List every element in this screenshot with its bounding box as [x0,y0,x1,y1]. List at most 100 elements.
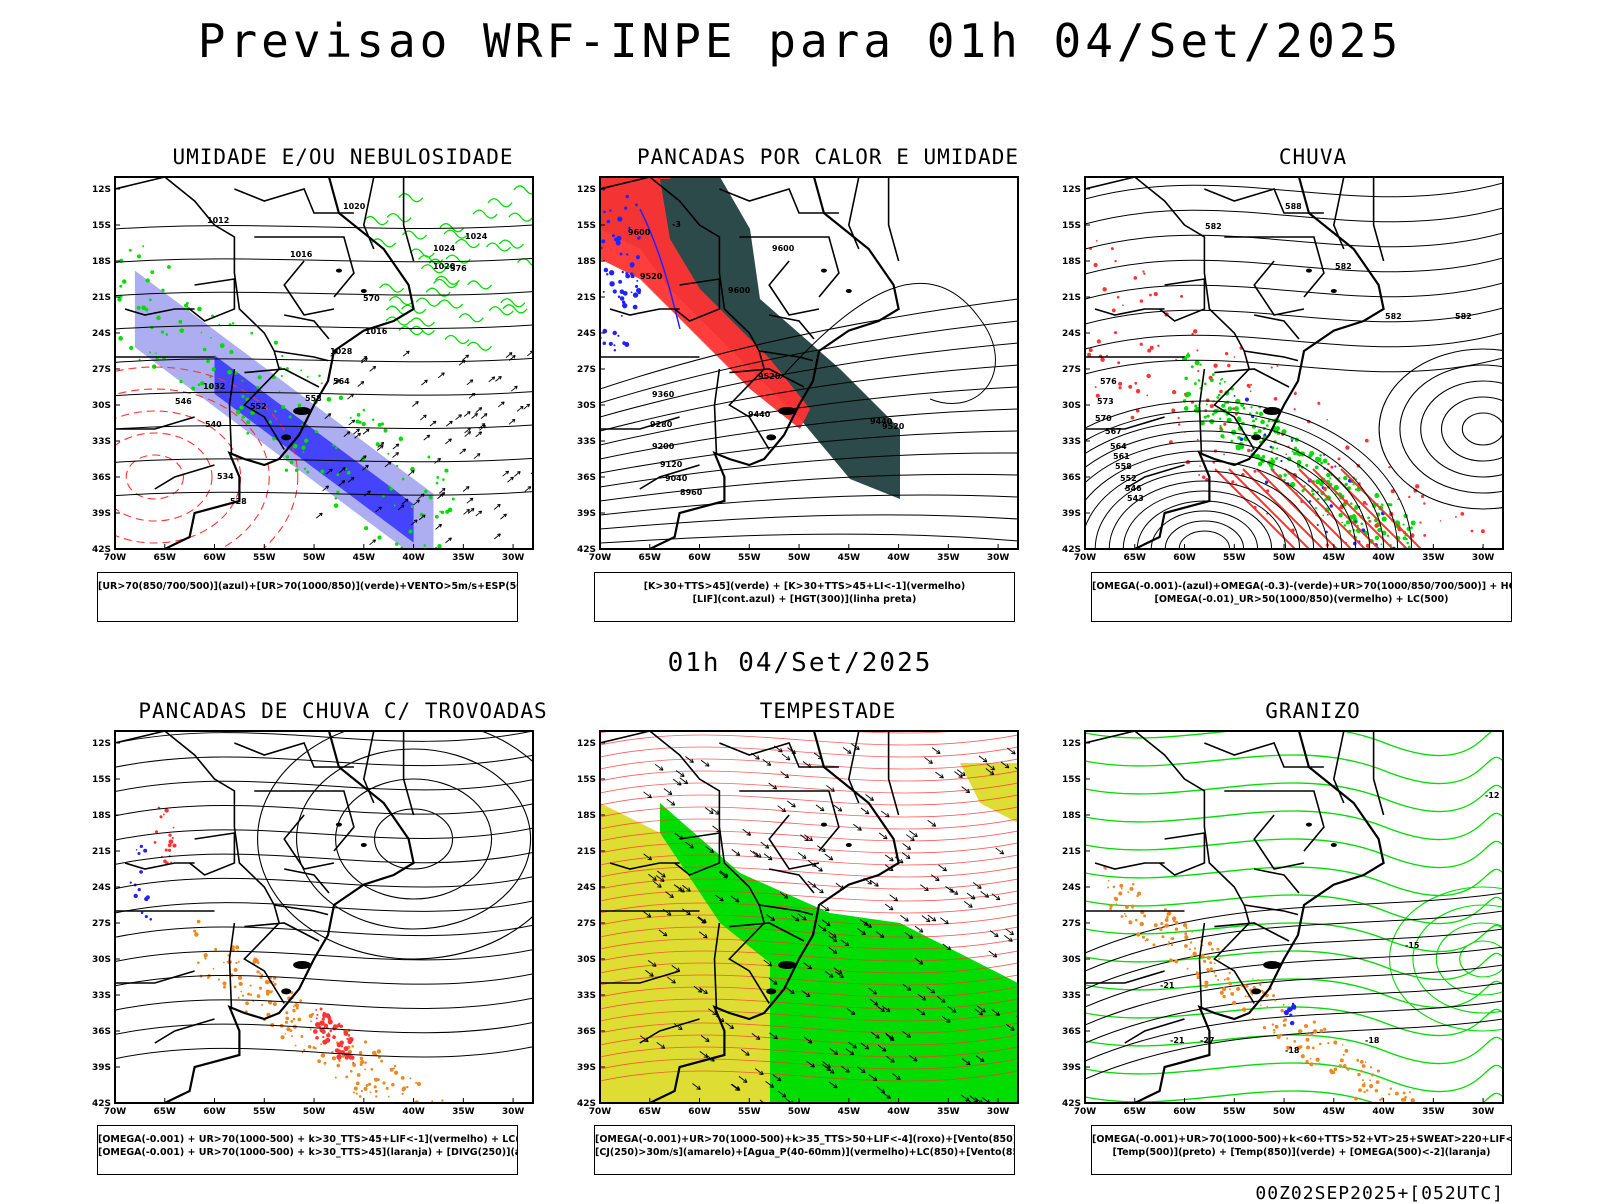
map-canvas: -21 -18 -18 -21 -27 -15 -12 12S 15S 18S 21S 24S 27S 3… [1062,730,1504,1117]
lat-tick-label: 39S [1062,1063,1081,1073]
lon-tick-label: 60W [1173,1107,1196,1117]
lat-tick-label: 24S [92,883,111,893]
lon-tick-label: 45W [838,553,861,563]
contour-label: 546 [175,397,192,406]
contour-label: 570 [363,294,380,303]
legend-line: [UR>70(850/700/500)](azul)+[UR>70(1000/8… [98,581,517,592]
lat-tick-label: 27S [92,365,111,375]
lat-tick-label: 15S [1062,221,1081,231]
lat-tick-label: 15S [92,221,111,231]
contour-label: 9200 [652,442,675,451]
lat-tick-label: 18S [577,811,596,821]
lon-tick-label: 40W [402,1107,425,1117]
lon-tick-label: 70W [104,1107,127,1117]
lat-tick-label: 36S [1062,1027,1081,1037]
lon-tick-label: 40W [402,553,425,563]
lat-tick-label: 21S [92,847,111,857]
lat-tick-label: 27S [577,365,596,375]
contour-label: 534 [217,472,234,481]
contour-label: 8960 [680,488,703,497]
lon-tick-label: 55W [253,553,276,563]
contour-label: 573 [1097,397,1114,406]
contour-label: 1032 [203,382,225,391]
contour-label: 567 [1105,427,1122,436]
lon-tick-label: 35W [937,553,960,563]
lat-tick-label: 39S [577,509,596,519]
contour-label: 564 [333,377,350,386]
lon-tick-label: 30W [502,1107,525,1117]
legend-line: [K>30+TTS>45](verde) + [K>30+TTS>45+LI<-… [643,581,966,592]
lat-tick-label: 12S [92,185,111,195]
lon-tick-label: 50W [303,553,326,563]
contour-label: 558 [1115,462,1132,471]
lon-tick-label: 45W [1323,553,1346,563]
lat-tick-label: 33S [1062,437,1081,447]
lat-tick-label: 24S [577,883,596,893]
contour-label: -12 [1485,791,1499,800]
lon-tick-label: 30W [502,553,525,563]
lat-tick-label: 27S [1062,365,1081,375]
lat-tick-label: 18S [92,257,111,267]
legend-granizo: [OMEGA(-0.001)+UR>70(1000-500)+k<60+TTS>… [1091,1125,1512,1175]
lat-tick-label: 36S [577,1027,596,1037]
lon-tick-label: 35W [937,1107,960,1117]
lon-tick-label: 60W [688,1107,711,1117]
lon-tick-label: 40W [1372,1107,1395,1117]
panel-title: UMIDADE E/OU NEBULOSIDADE [172,145,514,169]
lon-tick-label: 65W [1124,553,1147,563]
lat-tick-label: 18S [1062,257,1081,267]
contour-label: 576 [1100,377,1117,386]
contour-label: 9440 [748,410,771,419]
lon-tick-label: 65W [154,1107,177,1117]
lat-tick-label: 15S [577,221,596,231]
lon-tick-label: 55W [1223,1107,1246,1117]
lat-tick-label: 33S [92,991,111,1001]
legend-line: [OMEGA(-0.001)-(azul)+OMEGA(-0.3)-(verde… [1092,581,1511,592]
contour-label: 576 [450,264,467,273]
contour-label: 543 [1127,494,1144,503]
lat-tick-label: 42S [577,545,596,555]
contour-label: 9600 [628,228,651,237]
lon-tick-label: 65W [639,1107,662,1117]
contour-label: 1028 [330,347,353,356]
panel-pancadas-calor: PANCADAS POR CALOR E UMIDADE 9600 9520 960… [577,145,1078,645]
contour-label: 9600 [728,286,751,295]
lon-tick-label: 45W [838,1107,861,1117]
lat-tick-label: 42S [92,1099,111,1109]
contour-label: 582 [1385,312,1402,321]
lon-tick-label: 50W [1273,1107,1296,1117]
lat-tick-label: 27S [577,919,596,929]
map-canvas: 1012 1016 1020 1024 1028 1032 1016 1020 1024 576 5… [92,176,534,563]
contour-label: 1012 [207,216,229,225]
lat-tick-label: 39S [577,1063,596,1073]
legend-line: [OMEGA(-0.001)+UR>70(1000-500)+k<60+TTS>… [1092,1134,1511,1145]
panel-granizo: GRANIZO -21 -18 -18 -21 -27 -15 -12 12S 15S 18S 21… [1062,699,1563,1199]
lon-tick-label: 30W [1472,1107,1495,1117]
contour-label: 9120 [660,460,683,469]
lat-tick-label: 15S [1062,775,1081,785]
legend-umidade: [UR>70(850/700/500)](azul)+[UR>70(1000/8… [97,572,518,622]
contour-label: 9440 [870,417,893,426]
contour-label: 552 [1120,474,1137,483]
lat-tick-label: 21S [92,293,111,303]
lat-tick-label: 33S [1062,991,1081,1001]
lon-tick-label: 60W [688,553,711,563]
lat-tick-label: 30S [577,955,596,965]
contour-label: 9040 [665,474,688,483]
panel-umidade: UMIDADE E/OU NEBULOSIDADE 1012 1016 1020 10… [92,145,593,645]
lat-tick-label: 42S [92,545,111,555]
contour-label: 570 [1095,414,1112,423]
panel-chuva: CHUVA 582 582 576 573 570 567 564 561 558 552 546 5… [1062,145,1563,645]
contour-label: 9360 [652,390,675,399]
lon-tick-label: 70W [104,553,127,563]
lon-tick-label: 65W [154,553,177,563]
lat-tick-label: 12S [1062,739,1081,749]
lat-tick-label: 42S [1062,1099,1081,1109]
contour-label: 582 [1335,262,1352,271]
contour-label: 9280 [650,420,673,429]
lon-tick-label: 30W [987,1107,1010,1117]
contour-label: -21 [1170,1036,1185,1045]
lat-tick-label: 24S [1062,883,1081,893]
lon-tick-label: 60W [1173,553,1196,563]
